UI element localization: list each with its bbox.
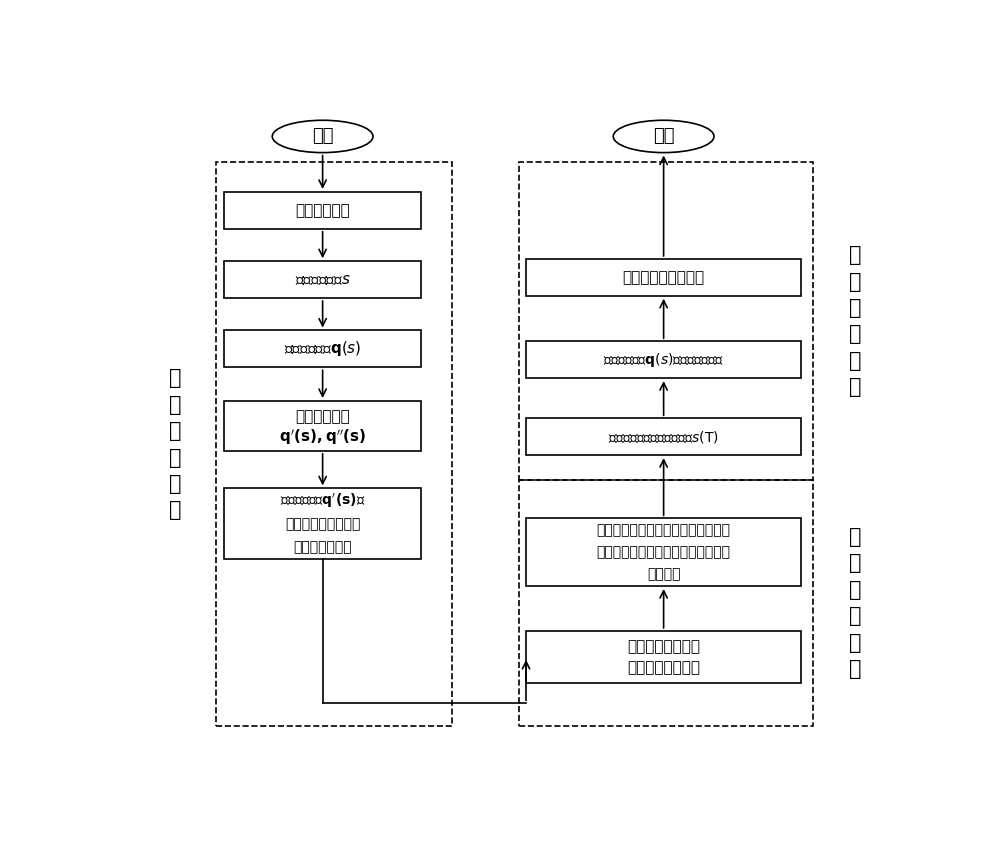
Bar <box>224 331 421 368</box>
Ellipse shape <box>613 121 714 152</box>
Text: 转化为控制指令脉冲: 转化为控制指令脉冲 <box>623 269 705 285</box>
Text: 根据路径微分$\bf{q}'(s)$，: 根据路径微分$\bf{q}'(s)$， <box>280 492 365 510</box>
Bar <box>519 480 813 726</box>
Text: 于规划的路径点: 于规划的路径点 <box>293 540 352 554</box>
Text: 计算路径微分: 计算路径微分 <box>295 409 350 424</box>
Text: 路
径
处
理
单
元: 路 径 处 理 单 元 <box>169 369 182 520</box>
Text: 指
令
生
成
单
元: 指 令 生 成 单 元 <box>849 245 861 397</box>
Text: 获得每个控制周期路径位移$s$(T): 获得每个控制周期路径位移$s$(T) <box>608 429 719 445</box>
Bar <box>526 418 801 455</box>
Text: 轨
迹
规
划
单
元: 轨 迹 规 划 单 元 <box>849 527 861 679</box>
Text: 结束: 结束 <box>653 127 674 146</box>
Ellipse shape <box>272 121 373 152</box>
Text: 开始: 开始 <box>312 127 333 146</box>
Text: 求解路径点的边界: 求解路径点的边界 <box>627 639 700 653</box>
Bar <box>526 518 801 586</box>
Text: 最优轨迹: 最优轨迹 <box>647 567 680 581</box>
Text: 以及曲率阈值选取用: 以及曲率阈值选取用 <box>285 517 360 530</box>
Bar <box>216 162 452 726</box>
Bar <box>519 162 813 480</box>
Text: 获得任务路径: 获得任务路径 <box>295 203 350 218</box>
Text: 加速度通过匀加速运动方程规划时间: 加速度通过匀加速运动方程规划时间 <box>597 545 731 560</box>
Text: 速度及相应加速度: 速度及相应加速度 <box>627 660 700 675</box>
Bar <box>526 341 801 378</box>
Bar <box>224 261 421 298</box>
Text: 根据约束条件、路径边界速度及相应: 根据约束条件、路径边界速度及相应 <box>597 523 731 537</box>
Text: 计算路径位移$s$: 计算路径位移$s$ <box>295 272 350 288</box>
Bar <box>526 259 801 296</box>
Bar <box>224 401 421 451</box>
Bar <box>526 631 801 683</box>
Text: 根据路径函数$\bf{q}$$(s)$获得各轴角位移: 根据路径函数$\bf{q}$$(s)$获得各轴角位移 <box>603 350 724 369</box>
Bar <box>224 488 421 559</box>
Text: 拟合路径函数$\bf{q}$$(s)$: 拟合路径函数$\bf{q}$$(s)$ <box>284 339 361 358</box>
Text: $\bf{q}'(s),\bf{q}''(s)$: $\bf{q}'(s),\bf{q}''(s)$ <box>279 427 366 447</box>
Bar <box>224 192 421 229</box>
